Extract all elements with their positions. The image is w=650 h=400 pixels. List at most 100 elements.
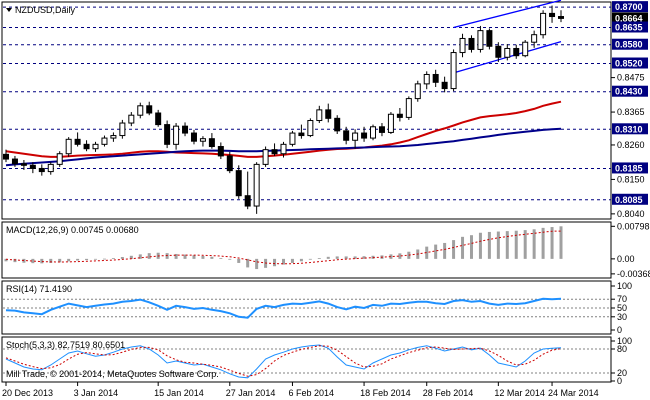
macd-bar [559,226,563,259]
price-axis: 0.84750.83650.82600.81500.80400.87000.86… [611,1,650,386]
channel-upper-line [453,0,562,29]
candle [208,133,215,149]
level-price-box [612,123,648,135]
copyright-text: Mill Trade, © 2001-2014, MetaQuotes Soft… [6,369,219,379]
candle [450,49,457,92]
macd-bar [523,230,527,259]
macd-bar [102,258,106,260]
rsi-panel[interactable]: RSI(14) 71.4190 [1,280,612,335]
macd-tick-label: 0.00798 [617,221,650,231]
stoch-title: Stoch(5,3,3) 82.7519 80.6501 [6,340,125,350]
candle-body [235,170,242,197]
candle-body [110,135,117,139]
candle [20,159,27,171]
macd-bar [129,255,133,259]
level-price-box [612,1,648,13]
level-price-label: 0.8520 [615,59,643,69]
candle [74,132,81,147]
candle-body [387,113,394,133]
candle-body [11,158,18,165]
macd-bar [31,258,35,264]
rsi-plot [3,297,611,319]
candle-body [217,146,224,157]
candle [244,171,251,210]
price-tick-label: 0.8040 [617,209,645,219]
candle-body [289,132,296,145]
candle [370,124,377,141]
macd-bar [434,244,438,259]
level-price-box [612,38,648,50]
candle-body [361,132,368,139]
candle [262,146,269,167]
macd-bar [344,256,348,259]
candle-body [280,143,287,155]
date-tick-label: 15 Jan 2014 [154,388,204,398]
macd-bar [362,256,366,259]
candle-body [190,132,197,142]
level-price-label: 0.8085 [615,195,643,205]
candle-body [65,138,72,155]
price-panel[interactable]: NZDUSD,Daily [1,0,612,220]
macd-bar [299,258,303,262]
candle-body [316,109,323,122]
stoch-k-line [5,344,562,379]
candle-body [298,132,305,137]
candle [316,105,323,124]
candle [83,140,90,152]
symbol-title[interactable]: NZDUSD,Daily [6,5,76,15]
macd-bar [165,253,169,259]
candle [47,162,54,175]
candle [531,30,538,48]
candle-body [396,113,403,118]
macd-bar [317,258,321,259]
stoch-tick-label: 100 [617,336,632,346]
candle [423,71,430,90]
candle-body [325,109,332,119]
candle [38,164,45,176]
candle [378,123,385,137]
candle [387,112,394,134]
macd-panel[interactable]: MACD(12,26,9) 0.00745 0.00680 [1,221,612,279]
level-price-box [612,57,648,69]
candle-body [20,163,27,166]
date-axis: 20 Dec 2013 3 Jan 2014 15 Jan 2014 27 Jan 2… [2,382,599,398]
candle [173,123,180,150]
candle-body [128,114,135,124]
candle-body [423,73,430,85]
level-price-label: 0.8635 [615,22,643,32]
macd-bar [255,258,259,270]
candle-body [29,164,36,169]
candle-body [3,153,9,160]
macd-bar [4,258,8,262]
candle [361,126,368,142]
candle-body [38,167,45,173]
macd-bar [94,258,98,260]
macd-bar [308,258,312,260]
macd-bar [425,246,429,259]
stoch-panel-frame [1,336,612,383]
candle [119,119,126,139]
candle [396,107,403,122]
candle-body [137,105,144,116]
candle-body [92,143,99,150]
triangle-down-icon[interactable] [6,8,12,12]
date-tick-label: 24 Mar 2014 [548,388,599,398]
candle [549,5,556,23]
macd-bar [398,253,402,259]
horizontal-levels [3,6,611,201]
candle [432,69,439,88]
candle-body [199,138,206,142]
date-tick-label: 18 Feb 2014 [360,388,411,398]
candle-body [558,16,564,19]
candle [495,42,502,62]
candle-body [540,12,547,36]
candle-body [208,138,215,148]
candle [405,96,412,120]
price-tick-label: 0.8365 [617,107,645,117]
candlesticks [3,5,564,214]
candle-body [101,137,108,145]
candle-body [370,126,377,139]
stoch-panel[interactable]: Stoch(5,3,3) 82.7519 80.6501 Mill Trade,… [1,336,612,383]
candle [190,129,197,145]
